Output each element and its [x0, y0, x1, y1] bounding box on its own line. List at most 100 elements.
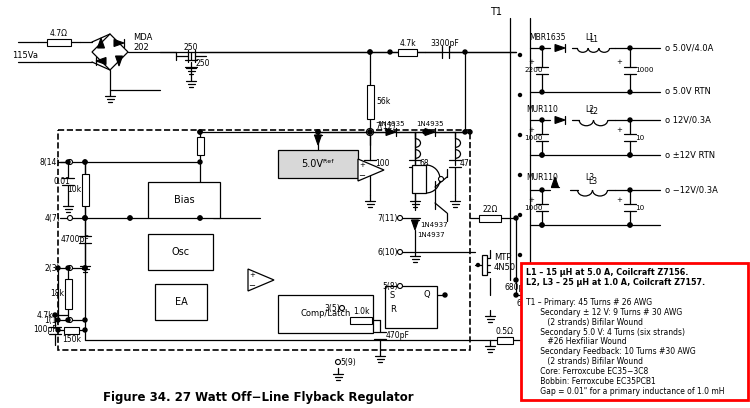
Polygon shape: [96, 58, 106, 64]
Circle shape: [540, 223, 544, 227]
Text: 0.01: 0.01: [53, 177, 70, 186]
Circle shape: [128, 216, 132, 220]
Circle shape: [83, 328, 87, 332]
Polygon shape: [566, 305, 574, 315]
Circle shape: [468, 130, 472, 134]
Circle shape: [56, 318, 60, 322]
Circle shape: [83, 160, 87, 164]
Text: S: S: [390, 290, 395, 299]
Text: #26 Hexfiliar Wound: #26 Hexfiliar Wound: [526, 337, 627, 346]
Circle shape: [368, 50, 372, 54]
Circle shape: [398, 284, 403, 288]
Circle shape: [398, 250, 403, 255]
Text: 250: 250: [184, 42, 198, 51]
Circle shape: [83, 266, 87, 270]
Circle shape: [514, 216, 518, 220]
Text: 3300pF: 3300pF: [430, 40, 459, 49]
Text: MDA: MDA: [133, 33, 152, 42]
Text: 2.7k: 2.7k: [547, 282, 563, 291]
Bar: [547, 291, 563, 299]
Circle shape: [628, 153, 632, 157]
Text: L1 – 15 μH at 5.0 A, Coilcraft Z7156.: L1 – 15 μH at 5.0 A, Coilcraft Z7156.: [526, 268, 688, 277]
Polygon shape: [92, 34, 128, 70]
Text: 4.7k: 4.7k: [399, 40, 416, 49]
Text: 4.7Ω: 4.7Ω: [50, 29, 68, 38]
Circle shape: [83, 160, 87, 164]
Polygon shape: [386, 129, 396, 135]
Text: T1 – Primary: 45 Turns # 26 AWG: T1 – Primary: 45 Turns # 26 AWG: [526, 298, 652, 307]
Text: MUR110: MUR110: [526, 106, 558, 115]
Text: 1N4935: 1N4935: [416, 121, 444, 127]
Bar: [82, 174, 88, 206]
Circle shape: [514, 293, 518, 297]
Text: 7(11): 7(11): [377, 213, 398, 222]
Text: 22Ω: 22Ω: [482, 206, 498, 215]
Bar: [58, 130, 470, 350]
Text: 6(10): 6(10): [377, 248, 398, 257]
Circle shape: [388, 50, 392, 54]
Text: MTP: MTP: [494, 253, 512, 262]
Bar: [412, 165, 426, 193]
Circle shape: [68, 215, 73, 220]
Text: o −12V/0.3A: o −12V/0.3A: [665, 186, 718, 195]
Text: o 5.0V RTN: o 5.0V RTN: [665, 87, 711, 97]
Text: +: +: [359, 162, 365, 168]
Text: 202: 202: [133, 42, 148, 51]
Circle shape: [476, 264, 479, 266]
Text: −: −: [358, 171, 365, 180]
Bar: [196, 137, 203, 155]
Text: Secondary 5.0 V: 4 Turns (six strands): Secondary 5.0 V: 4 Turns (six strands): [526, 328, 685, 337]
Text: 1N4937: 1N4937: [420, 222, 448, 228]
Circle shape: [198, 216, 202, 220]
Polygon shape: [555, 44, 565, 51]
Circle shape: [540, 118, 544, 122]
Polygon shape: [114, 40, 124, 47]
Text: 5(9): 5(9): [340, 357, 356, 366]
Circle shape: [628, 153, 632, 157]
Circle shape: [68, 160, 73, 164]
Text: EA: EA: [175, 297, 188, 307]
Text: 10: 10: [635, 135, 644, 140]
Text: 4.7k: 4.7k: [37, 310, 54, 319]
Circle shape: [367, 129, 374, 135]
Circle shape: [514, 278, 518, 282]
Circle shape: [316, 130, 320, 134]
Circle shape: [66, 266, 70, 270]
Text: 1(1): 1(1): [44, 315, 60, 324]
Text: Comp/Latch: Comp/Latch: [300, 310, 351, 319]
Text: 7(12): 7(12): [375, 122, 395, 131]
Text: 3(5): 3(5): [324, 304, 340, 313]
Text: L1: L1: [586, 33, 595, 42]
Polygon shape: [425, 129, 435, 135]
Bar: [47, 38, 70, 46]
Circle shape: [66, 318, 70, 322]
Circle shape: [518, 93, 521, 97]
Circle shape: [463, 50, 467, 54]
Text: MBR1635: MBR1635: [530, 33, 566, 42]
Bar: [64, 279, 71, 308]
Text: 680pF: 680pF: [516, 299, 540, 308]
Circle shape: [83, 318, 87, 322]
Bar: [367, 85, 374, 119]
Bar: [148, 234, 213, 270]
Text: 2200: 2200: [524, 67, 542, 73]
Bar: [478, 215, 501, 222]
Bar: [148, 182, 220, 218]
Text: Secondary Feedback: 10 Turns #30 AWG: Secondary Feedback: 10 Turns #30 AWG: [526, 347, 696, 356]
Text: +: +: [528, 197, 534, 203]
Circle shape: [335, 359, 340, 364]
Bar: [155, 284, 207, 320]
Text: 8(14): 8(14): [40, 157, 60, 166]
Circle shape: [68, 266, 73, 271]
Circle shape: [628, 46, 632, 50]
Circle shape: [398, 215, 403, 220]
Circle shape: [198, 160, 202, 164]
Text: 2(3): 2(3): [44, 264, 60, 273]
Text: 5(8): 5(8): [382, 282, 398, 290]
Text: +: +: [616, 197, 622, 203]
Bar: [350, 317, 372, 324]
Text: Gap = 0.01" for a primary inductance of 1.0 mH: Gap = 0.01" for a primary inductance of …: [526, 387, 724, 396]
Text: L2: L2: [586, 106, 595, 115]
Text: 18k: 18k: [50, 290, 64, 299]
Circle shape: [518, 133, 521, 137]
